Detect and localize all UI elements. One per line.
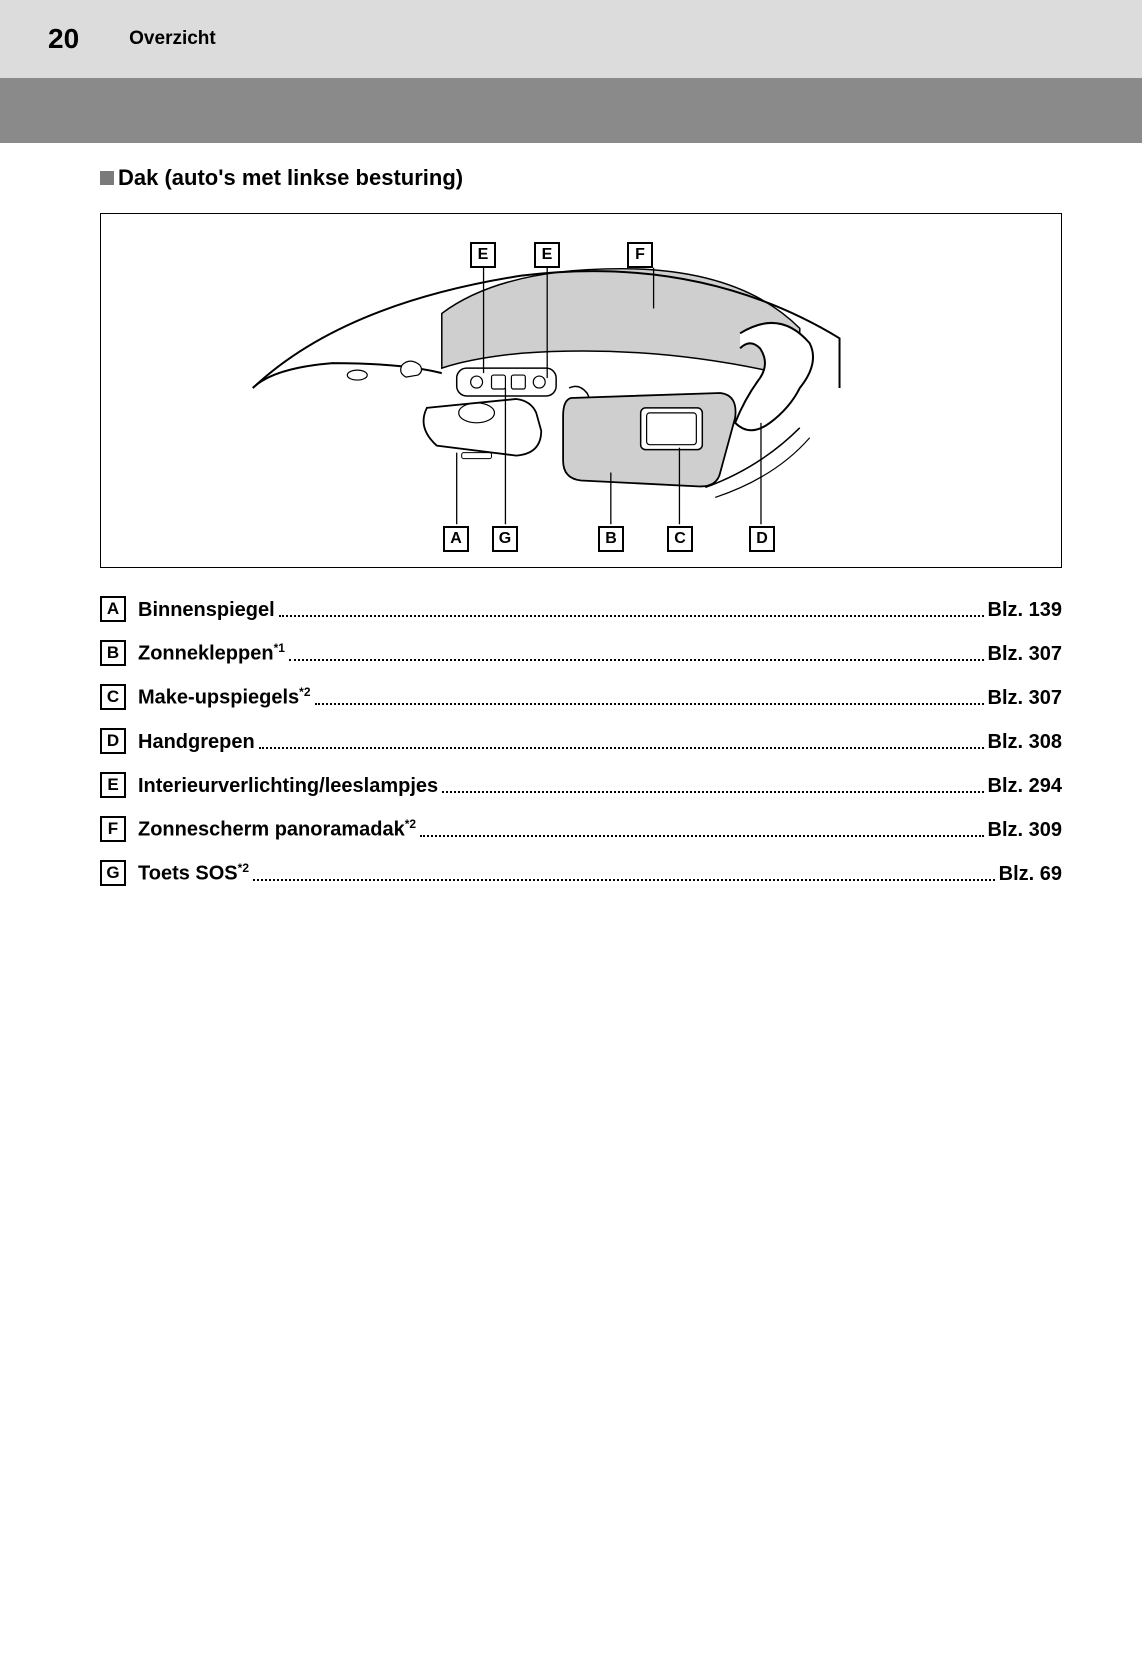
legend-label: Toets SOS*2 — [138, 861, 249, 886]
legend-page-ref: Blz. 69 — [999, 863, 1062, 886]
legend-page-ref: Blz. 294 — [988, 775, 1062, 798]
legend-page-ref: Blz. 139 — [988, 599, 1062, 622]
legend-label: Interieurverlichting/leeslampjes — [138, 775, 438, 798]
legend-letter: G — [100, 860, 126, 886]
legend-footnote: *2 — [238, 861, 249, 875]
legend-letter: D — [100, 728, 126, 754]
gray-band — [0, 78, 1142, 143]
legend-row-a: A Binnenspiegel Blz. 139 — [100, 596, 1062, 622]
diagram-callout-c: C — [667, 526, 693, 552]
header-title: Overzicht — [129, 28, 216, 50]
legend-dots — [289, 659, 984, 661]
diagram: E E F AG B C D — [100, 213, 1062, 568]
legend-dots — [279, 615, 984, 617]
diagram-callout-d: D — [749, 526, 775, 552]
section-title: Dak (auto's met linkse besturing) — [100, 165, 1062, 191]
legend-list: A Binnenspiegel Blz. 139 B Zonnekleppen*1 Blz… — [100, 596, 1062, 886]
legend-row-c: C Make-upspiegels*2 Blz. 307 — [100, 684, 1062, 710]
legend-letter: C — [100, 684, 126, 710]
legend-label: Binnenspiegel — [138, 599, 275, 622]
legend-page-ref: Blz. 309 — [988, 819, 1062, 842]
legend-label: Zonnekleppen*1 — [138, 641, 285, 666]
legend-page-ref: Blz. 308 — [988, 731, 1062, 754]
diagram-callout-a: A — [443, 526, 469, 552]
legend-footnote: *2 — [405, 817, 416, 831]
legend-dots — [442, 791, 983, 793]
legend-label: Make-upspiegels*2 — [138, 685, 311, 710]
legend-letter: A — [100, 596, 126, 622]
legend-letter: B — [100, 640, 126, 666]
legend-page-ref: Blz. 307 — [988, 643, 1062, 666]
legend-row-b: B Zonnekleppen*1 Blz. 307 — [100, 640, 1062, 666]
legend-row-d: D Handgrepen Blz. 308 — [100, 728, 1062, 754]
car-roof-illustration — [101, 214, 1061, 567]
diagram-callout-g: G — [492, 526, 518, 552]
page-header: 20 Overzicht — [0, 0, 1142, 78]
legend-page-ref: Blz. 307 — [988, 687, 1062, 710]
section-title-text: Dak (auto's met linkse besturing) — [118, 165, 463, 191]
legend-letter: E — [100, 772, 126, 798]
legend-footnote: *1 — [274, 641, 285, 655]
diagram-callout-f: F — [627, 242, 653, 268]
legend-label: Handgrepen — [138, 731, 255, 754]
legend-row-f: F Zonnescherm panoramadak*2 Blz. 309 — [100, 816, 1062, 842]
legend-dots — [253, 879, 995, 881]
legend-dots — [420, 835, 983, 837]
diagram-callout-b: B — [598, 526, 624, 552]
legend-dots — [315, 703, 984, 705]
page-number: 20 — [48, 23, 79, 55]
legend-letter: F — [100, 816, 126, 842]
legend-footnote: *2 — [299, 685, 310, 699]
legend-dots — [259, 747, 984, 749]
legend-row-e: E Interieurverlichting/leeslampjes Blz. 29… — [100, 772, 1062, 798]
content-area: Dak (auto's met linkse besturing) — [0, 143, 1142, 886]
diagram-callout-e: E — [534, 242, 560, 268]
diagram-callout-e: E — [470, 242, 496, 268]
legend-row-g: G Toets SOS*2 Blz. 69 — [100, 860, 1062, 886]
legend-label: Zonnescherm panoramadak*2 — [138, 817, 416, 842]
